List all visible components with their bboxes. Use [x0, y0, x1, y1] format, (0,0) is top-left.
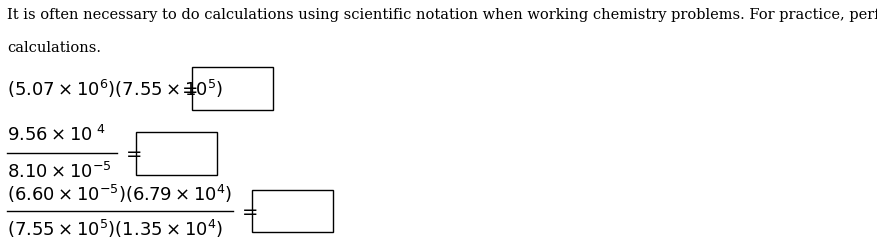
Text: $8.10 \times 10^{-5}$: $8.10 \times 10^{-5}$: [7, 162, 112, 182]
Text: $\left(5.07 \times 10^{6}\right)\left(7.55 \times 10^{5}\right)$: $\left(5.07 \times 10^{6}\right)\left(7.…: [7, 78, 223, 100]
FancyBboxPatch shape: [192, 67, 273, 110]
Text: $=$: $=$: [178, 80, 198, 98]
Text: $=$: $=$: [238, 202, 258, 220]
FancyBboxPatch shape: [252, 190, 332, 232]
Text: It is often necessary to do calculations using scientific notation when working : It is often necessary to do calculations…: [7, 9, 877, 22]
Text: $\left(7.55 \times 10^{5}\right)\left(1.35 \times 10^{4}\right)$: $\left(7.55 \times 10^{5}\right)\left(1.…: [7, 218, 223, 240]
Text: $=$: $=$: [122, 144, 142, 162]
FancyBboxPatch shape: [136, 132, 217, 175]
Text: $\left(6.60 \times 10^{-5}\right)\left(6.79 \times 10^{4}\right)$: $\left(6.60 \times 10^{-5}\right)\left(6…: [7, 182, 232, 205]
Text: $9.56 \times 10^{\ 4}$: $9.56 \times 10^{\ 4}$: [7, 124, 106, 145]
Text: calculations.: calculations.: [7, 42, 101, 55]
